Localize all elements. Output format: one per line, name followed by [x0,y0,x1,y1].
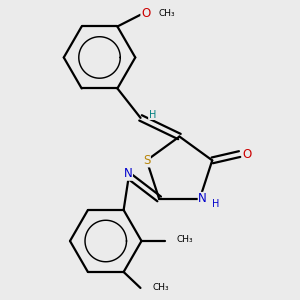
Text: CH₃: CH₃ [158,8,175,17]
Text: N: N [124,167,132,180]
Text: CH₃: CH₃ [152,284,169,292]
Text: CH₃: CH₃ [176,235,193,244]
Text: H: H [212,199,219,209]
Text: S: S [143,154,150,167]
Text: H: H [148,110,156,119]
Text: O: O [242,148,252,160]
Text: O: O [141,7,150,20]
Text: N: N [198,192,207,206]
